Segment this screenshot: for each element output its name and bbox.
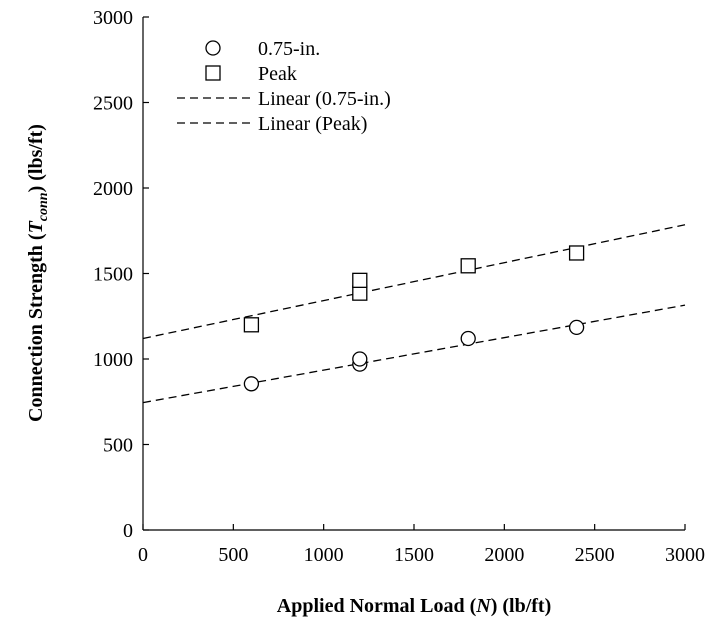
y-tick-label: 1000 [93, 349, 133, 371]
y-ticks: 0 500 1000 1500 2000 2500 3000 [93, 7, 149, 542]
x-ticks: 0 500 1000 1500 2000 2500 3000 [138, 524, 705, 566]
y-axis-title-suffix: ) (lbs/ft) [25, 124, 47, 192]
data-point-square [352, 272, 368, 288]
x-tick-label: 0 [138, 544, 148, 566]
y-axis-title: Connection Strength (Tconn) (lbs/ft) [25, 124, 51, 422]
legend-label: 0.75-in. [258, 38, 320, 60]
legend: 0.75-in. Peak Linear (0.75-in.) Linear (Pea… [177, 38, 391, 135]
x-axis-title-var: N [475, 595, 492, 617]
x-axis-title-prefix: Applied Normal Load ( [277, 595, 477, 617]
data-point-circle [460, 330, 476, 347]
x-tick-label: 2000 [484, 544, 524, 566]
y-tick-label: 3000 [93, 7, 133, 29]
plot-area [142, 17, 685, 531]
legend-label: Linear (0.75-in.) [258, 88, 391, 110]
y-axis-title-sub: conn [36, 192, 51, 221]
x-tick-label: 500 [218, 544, 248, 566]
trendline [142, 304, 686, 404]
y-axis-title-prefix: Connection Strength ( [25, 233, 47, 422]
data-point-square [568, 245, 585, 261]
x-tick-label: 1000 [304, 544, 344, 566]
x-tick-label: 2500 [575, 544, 615, 566]
legend-label: Peak [258, 63, 297, 85]
trendline [142, 224, 686, 340]
trendlines [142, 224, 686, 404]
legend-circle-marker [205, 40, 221, 56]
y-axis-title-var: T [25, 220, 47, 233]
y-tick-label: 1500 [93, 264, 133, 286]
y-tick-label: 2000 [93, 178, 133, 200]
y-tick-label: 0 [123, 520, 133, 542]
x-axis-title: Applied Normal Load (N) (lb/ft) [277, 595, 551, 617]
legend-label: Linear (Peak) [258, 113, 367, 135]
y-tick-label: 500 [103, 435, 133, 457]
data-point-square [352, 285, 368, 301]
data-point-circle [568, 319, 585, 336]
data-point-square [243, 317, 260, 333]
x-tick-label: 1500 [394, 544, 434, 566]
x-axis-title-suffix: ) (lb/ft) [491, 595, 552, 617]
x-tick-label: 3000 [665, 544, 705, 566]
legend-square-marker [205, 65, 221, 81]
data-points [243, 245, 585, 392]
data-point-square [460, 258, 476, 274]
y-tick-label: 2500 [93, 93, 133, 115]
data-point-circle [352, 351, 368, 367]
data-point-circle [243, 376, 260, 392]
